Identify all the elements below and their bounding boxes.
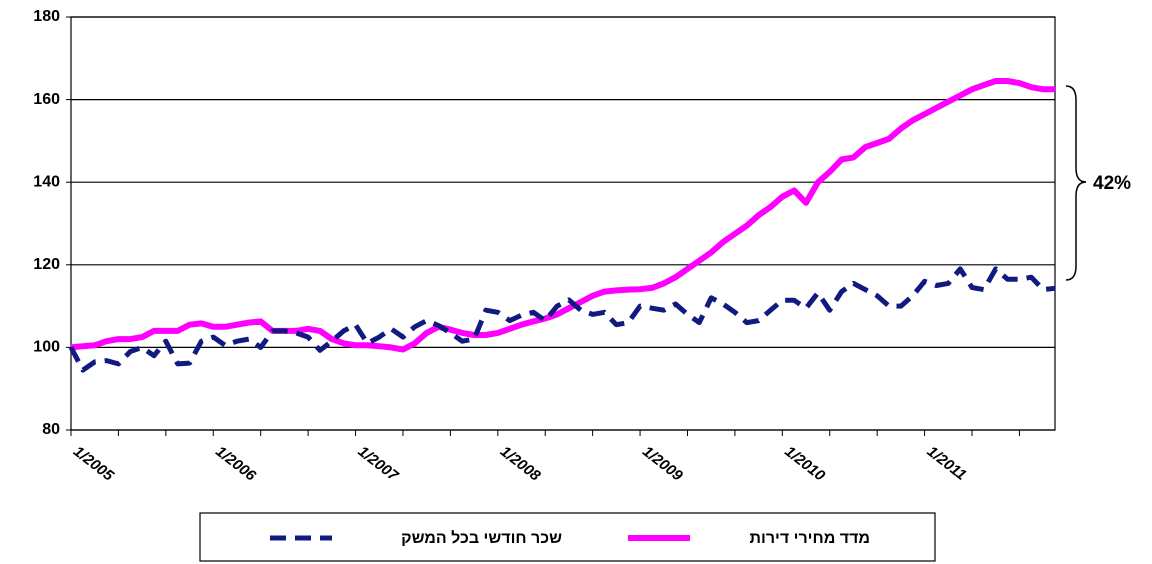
y-tick-label: 180 (33, 8, 60, 25)
y-tick-label: 140 (33, 173, 60, 190)
x-tick-label: 1/2005 (70, 443, 117, 485)
legend-label: מדד מחירי דירות (750, 530, 871, 547)
brace (1065, 85, 1087, 281)
annotation: 42% (1093, 173, 1131, 194)
y-tick-label: 160 (33, 91, 60, 108)
series-line (70, 78, 1055, 353)
x-tick-label: 1/2011 (924, 443, 970, 484)
y-tick-label: 100 (33, 339, 60, 356)
x-tick-label: 1/2006 (212, 443, 259, 485)
y-tick-label: 80 (42, 421, 60, 438)
x-tick-label: 1/2009 (639, 443, 686, 485)
legend-label: שכר חודשי בכל המשק (401, 529, 562, 547)
x-tick-label: 1/2007 (355, 443, 402, 485)
plot-area (70, 16, 1056, 431)
x-tick-label: 1/2008 (497, 443, 544, 485)
y-tick-label: 120 (33, 256, 60, 273)
series-line (68, 266, 1056, 373)
x-tick-label: 1/2010 (781, 443, 828, 485)
